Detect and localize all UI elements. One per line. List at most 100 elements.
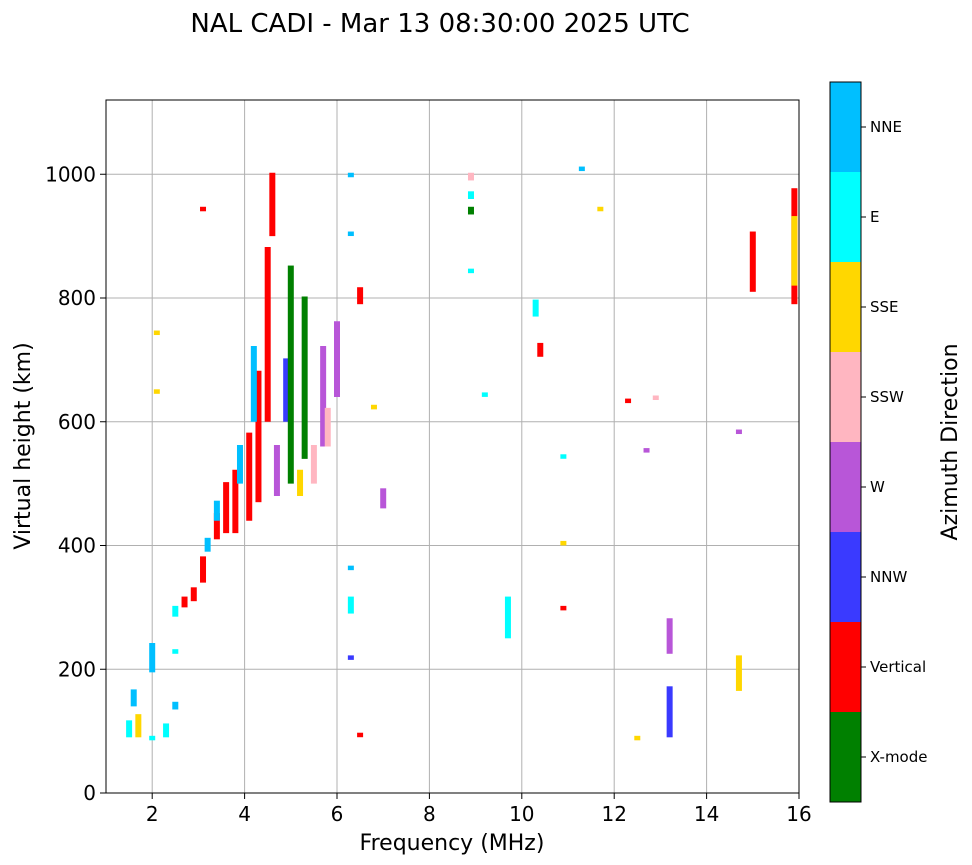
- colorbar-tick-label: E: [870, 208, 879, 226]
- x-tick-label: 14: [694, 802, 719, 826]
- colorbar-segment-nnw: [830, 532, 861, 622]
- y-tick-label: 400: [58, 534, 96, 558]
- trace-mark-vertical: [246, 432, 253, 521]
- colorbar-tick-label: W: [870, 478, 885, 496]
- trace-mark-e: [467, 191, 474, 199]
- trace-mark-e: [467, 268, 474, 274]
- trace-mark-sse: [297, 469, 304, 496]
- trace-mark-e: [347, 596, 354, 614]
- x-tick-label: 12: [601, 802, 626, 826]
- trace-mark-vertical: [357, 732, 364, 738]
- x-axis-label: Frequency (MHz): [360, 831, 545, 856]
- trace-mark-vertical: [200, 556, 207, 583]
- x-tick-label: 4: [238, 802, 251, 826]
- trace-mark-nne: [347, 565, 354, 571]
- plot-area: 2 4 6 8 10 12 14 16 0 200 400 600 800 1000: [45, 99, 812, 826]
- trace-mark-w: [643, 448, 650, 453]
- x-tick-label: 10: [509, 802, 534, 826]
- colorbar-segment-w: [830, 442, 861, 532]
- x-tick-label: 2: [146, 802, 159, 826]
- y-tick-label: 1000: [45, 162, 96, 186]
- trace-mark-w: [735, 429, 742, 435]
- trace-mark-w: [334, 321, 340, 397]
- trace-mark-nne: [149, 643, 156, 673]
- trace-mark-sse: [634, 735, 641, 741]
- x-tick-label: 8: [423, 802, 436, 826]
- trace-mark-sse: [153, 330, 160, 336]
- trace-mark-e: [172, 605, 179, 617]
- trace-mark-vertical: [190, 587, 197, 602]
- trace-mark-e: [172, 649, 179, 654]
- trace-mark-vertical: [625, 398, 632, 404]
- trace-mark-sse: [135, 714, 142, 738]
- trace-mark-vertical: [181, 596, 188, 608]
- colorbar-tick-label: Vertical: [870, 658, 926, 676]
- colorbar-segment-nne: [830, 82, 861, 172]
- trace-mark-x-mode: [467, 206, 474, 215]
- plot-frame: [106, 100, 799, 793]
- colorbar-tick-label: X-mode: [870, 748, 927, 766]
- trace-mark-w: [666, 618, 673, 654]
- trace-mark-sse: [560, 540, 567, 546]
- trace-mark-x-mode: [301, 296, 308, 459]
- trace-marks: [126, 166, 798, 741]
- grid-lines: [106, 100, 800, 794]
- trace-mark-nnw: [283, 358, 290, 422]
- trace-mark-sse: [370, 404, 377, 410]
- trace-mark-sse: [735, 655, 742, 691]
- trace-mark-vertical: [232, 469, 239, 534]
- trace-mark-vertical: [357, 287, 364, 305]
- trace-mark-e: [504, 596, 511, 639]
- trace-mark-sse: [791, 216, 798, 286]
- trace-mark-nne: [172, 701, 179, 710]
- trace-mark-vertical: [264, 247, 271, 422]
- colorbar-label: Azimuth Direction: [938, 343, 963, 540]
- trace-mark-vertical: [213, 513, 220, 540]
- y-tick-label: 800: [58, 286, 96, 310]
- trace-mark-nne: [236, 445, 243, 484]
- colorbar-frame: [829, 81, 862, 803]
- colorbar: X-mode Vertical NNW W SSW SSE E NNE: [829, 81, 927, 803]
- y-axis-label: Virtual height (km): [11, 342, 36, 549]
- trace-mark-ssw: [324, 407, 331, 447]
- colorbar-segment-e: [830, 172, 861, 262]
- trace-mark-nne: [250, 346, 257, 422]
- trace-mark-x-mode: [287, 265, 294, 484]
- trace-mark-e: [560, 454, 567, 459]
- colorbar-segment-ssw: [830, 352, 861, 442]
- colorbar-segment-x-mode: [830, 712, 861, 802]
- colorbar-segment-sse: [830, 262, 861, 352]
- y-axis-ticks: 0 200 400 600 800 1000: [45, 162, 106, 805]
- trace-mark-e: [126, 720, 133, 738]
- trace-mark-vertical: [749, 231, 756, 292]
- trace-mark-vertical: [223, 482, 230, 534]
- trace-mark-ssw: [652, 395, 659, 400]
- y-tick-label: 0: [83, 781, 96, 805]
- colorbar-tick-label: NNE: [870, 118, 902, 136]
- trace-mark-nne: [213, 500, 220, 521]
- y-tick-label: 200: [58, 657, 96, 681]
- trace-mark-vertical: [560, 605, 567, 611]
- colorbar-tick-label: SSE: [870, 298, 899, 316]
- trace-mark-vertical: [537, 342, 544, 357]
- trace-mark-w: [273, 445, 280, 496]
- trace-mark-vertical: [255, 370, 262, 503]
- trace-mark-vertical: [200, 206, 207, 212]
- trace-mark-nnw: [347, 655, 354, 660]
- y-tick-label: 600: [58, 410, 96, 434]
- trace-mark-sse: [153, 389, 160, 394]
- colorbar-tick-label: SSW: [870, 388, 904, 406]
- trace-mark-e: [532, 299, 539, 317]
- trace-mark-e: [163, 723, 170, 738]
- trace-mark-nne: [578, 166, 585, 172]
- colorbar-segment-vertical: [830, 622, 861, 712]
- trace-mark-sse: [597, 206, 604, 212]
- trace-mark-nne: [347, 231, 354, 237]
- trace-mark-ssw: [467, 172, 474, 181]
- colorbar-tick-label: NNW: [870, 568, 907, 586]
- plot-border: [105, 99, 800, 794]
- trace-mark-e: [149, 735, 156, 741]
- trace-mark-w: [380, 488, 387, 509]
- x-tick-label: 16: [786, 802, 811, 826]
